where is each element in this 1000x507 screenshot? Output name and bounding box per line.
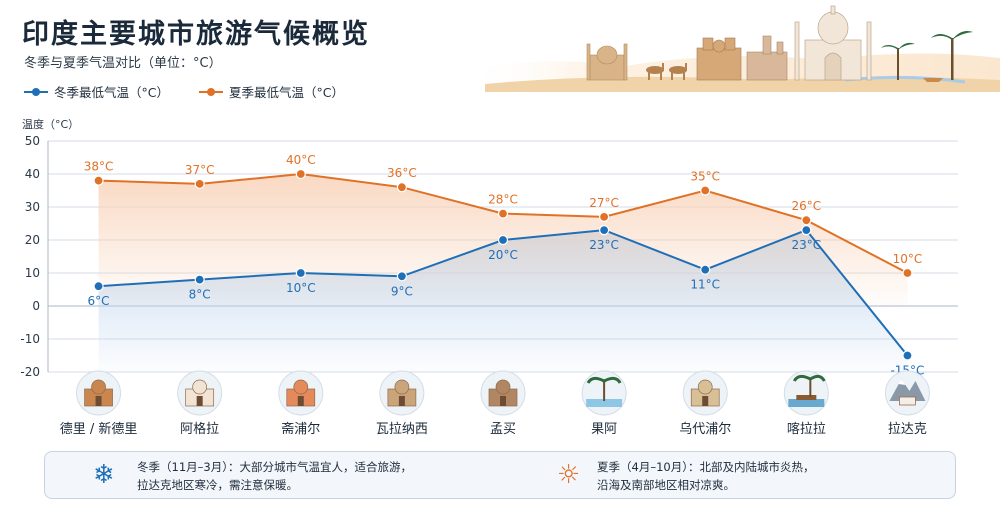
point-winter — [497, 234, 509, 246]
data-label-winter: 8°C — [189, 288, 211, 302]
series-points — [93, 168, 913, 361]
y-axis-title: 温度（°C） — [22, 117, 79, 131]
data-label-summer: 36°C — [387, 166, 417, 180]
palm-tree-icon — [881, 31, 973, 80]
point-winter — [295, 267, 306, 279]
data-label-summer: 35°C — [690, 170, 720, 184]
sun-icon: ☼ — [557, 460, 581, 490]
palm-beach-icon — [581, 370, 627, 416]
category-label: 瓦拉纳西 — [376, 422, 428, 437]
summer-note: 夏季（4月–10月）：北部及内陆城市炎热， 沿海及南部地区相对凉爽。 — [597, 458, 814, 494]
boat-icon — [923, 78, 943, 82]
mountain-monastery-icon — [884, 370, 930, 416]
category-label: 果阿 — [591, 422, 617, 437]
data-label-summer: 10°C — [893, 252, 923, 266]
data-labels: 6°C8°C10°C9°C20°C23°C11°C23°C-15°C38°C37… — [84, 153, 925, 378]
point-summer — [194, 178, 205, 189]
mosque-icon — [586, 43, 628, 81]
legend-item-winter: 冬季最低气温（°C） — [24, 82, 169, 101]
hawa-mahal-icon — [278, 370, 324, 416]
point-winter — [194, 274, 205, 285]
legend-swatch-winter — [24, 87, 48, 96]
y-tick-label: 10 — [25, 266, 40, 280]
y-tick-label: 30 — [25, 200, 40, 214]
data-label-winter: 9°C — [391, 284, 413, 298]
point-summer — [93, 175, 104, 186]
point-winter — [902, 350, 913, 361]
palace-icon — [746, 35, 788, 81]
data-label-winter: 6°C — [88, 294, 110, 308]
taj-mahal-banner-icon — [794, 5, 872, 81]
y-tick-label: -20 — [20, 365, 40, 379]
data-label-summer: 40°C — [286, 153, 316, 167]
point-winter — [700, 264, 711, 275]
y-tick-label: 50 — [25, 134, 40, 148]
data-label-summer: 27°C — [589, 196, 619, 210]
gateway-of-india-icon — [480, 370, 526, 416]
category-label: 乌代浦尔 — [679, 421, 731, 437]
y-tick-label: -10 — [20, 332, 40, 346]
data-label-winter: 20°C — [488, 248, 518, 262]
legend-label-winter: 冬季最低气温（°C） — [54, 85, 169, 100]
point-summer — [396, 182, 407, 193]
category-label: 孟买 — [490, 422, 516, 437]
snowflake-icon: ❄ — [93, 460, 115, 490]
legend-item-summer: 夏季最低气温（°C） — [198, 82, 344, 101]
category-label: 德里 / 新德里 — [60, 421, 138, 437]
winter-note-line-2: 拉达克地区寒冷，需注意保暖。 — [137, 478, 298, 492]
india-gate-icon — [76, 370, 122, 416]
ghat-temple-icon — [379, 370, 425, 416]
chart-legend: 冬季最低气温（°C） 夏季最低气温（°C） — [24, 82, 344, 101]
summer-note-line-2: 沿海及南部地区相对凉爽。 — [597, 478, 735, 492]
category-label: 拉达克 — [888, 422, 927, 437]
data-label-winter: 11°C — [690, 278, 720, 292]
skyline-illustration — [465, 5, 1000, 92]
point-winter — [396, 271, 407, 282]
point-summer — [599, 211, 610, 222]
data-label-summer: 28°C — [488, 193, 518, 207]
point-summer — [497, 208, 509, 219]
data-label-summer: 37°C — [185, 163, 215, 177]
page-title: 印度主要城市旅游气候概览 — [22, 19, 370, 50]
data-label-winter: 10°C — [286, 281, 316, 295]
y-tick-label: 20 — [25, 233, 40, 247]
point-winter — [599, 225, 610, 236]
data-label-winter: 23°C — [792, 238, 822, 252]
page-subtitle: 冬季与夏季气温对比（单位：°C） — [24, 56, 222, 71]
lake-palace-icon — [682, 370, 728, 416]
point-summer — [902, 267, 913, 279]
category-label: 喀拉拉 — [787, 421, 826, 437]
season-notes-panel: ❄ 冬季（11月–3月）：大部分城市气温宜人，适合旅游， 拉达克地区寒冷，需注意… — [44, 451, 956, 499]
legend-swatch-summer — [198, 87, 223, 96]
category-label: 斋浦尔 — [281, 421, 320, 437]
taj-mahal-icon — [177, 370, 223, 416]
camel-icon — [646, 63, 687, 80]
fort-icon — [696, 37, 742, 81]
houseboat-palm-icon — [783, 370, 829, 416]
y-tick-label: 0 — [32, 299, 40, 313]
point-winter — [801, 225, 812, 236]
point-summer — [700, 185, 711, 196]
data-label-winter: 23°C — [589, 238, 619, 252]
winter-note: 冬季（11月–3月）：大部分城市气温宜人，适合旅游， 拉达克地区寒冷，需注意保暖… — [137, 458, 412, 494]
city-icons: 德里 / 新德里 阿格拉 斋浦尔 瓦拉纳西 孟买 果阿 乌代浦尔 喀拉拉 拉达克 — [60, 370, 930, 437]
point-summer — [801, 215, 812, 226]
legend-label-summer: 夏季最低气温（°C） — [228, 85, 344, 100]
category-label: 阿格拉 — [180, 421, 219, 437]
y-tick-label: 40 — [25, 167, 40, 181]
winter-note-line-1: 冬季（11月–3月）：大部分城市气温宜人，适合旅游， — [137, 460, 412, 474]
data-label-summer: 26°C — [792, 199, 822, 213]
point-summer — [295, 168, 306, 180]
summer-note-line-1: 夏季（4月–10月）：北部及内陆城市炎热， — [597, 460, 815, 474]
data-label-summer: 38°C — [84, 160, 114, 174]
point-winter — [93, 281, 104, 292]
